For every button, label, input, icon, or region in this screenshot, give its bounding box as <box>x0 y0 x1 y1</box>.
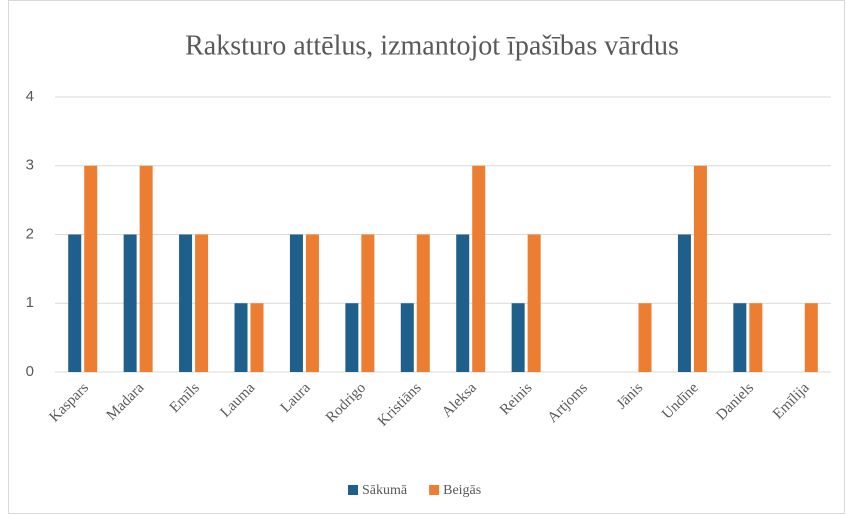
legend-swatch <box>348 485 358 495</box>
bar <box>250 303 264 372</box>
y-tick-label: 1 <box>26 294 34 311</box>
bar <box>195 234 209 372</box>
bar <box>472 165 486 372</box>
bar <box>305 234 319 372</box>
bar <box>345 303 359 372</box>
bar <box>68 234 82 372</box>
bar <box>693 165 707 372</box>
bar <box>638 303 652 372</box>
y-tick-label: 0 <box>26 363 34 380</box>
bar <box>289 234 303 372</box>
bar <box>749 303 763 372</box>
bar <box>361 234 375 372</box>
chart-title: Raksturo attēlus, izmantojot īpašības vā… <box>185 30 679 61</box>
bar <box>416 234 430 372</box>
bar <box>527 234 541 372</box>
bar <box>456 234 470 372</box>
bar <box>179 234 193 372</box>
legend-label: Sākumā <box>362 483 408 498</box>
legend-label: Beigās <box>443 483 481 498</box>
bar <box>804 303 818 372</box>
legend-swatch <box>429 485 440 495</box>
bar <box>139 165 153 372</box>
bar <box>733 303 747 372</box>
bar <box>677 234 691 372</box>
bar <box>84 165 98 372</box>
bar <box>123 234 137 372</box>
y-tick-label: 4 <box>26 88 34 105</box>
bar <box>234 303 248 372</box>
y-tick-label: 3 <box>26 157 34 174</box>
y-tick-label: 2 <box>26 225 34 242</box>
bar <box>400 303 414 372</box>
bar <box>511 303 525 372</box>
